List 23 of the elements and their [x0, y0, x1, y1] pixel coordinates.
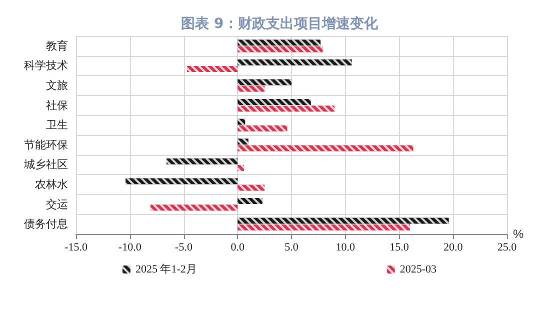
y-tick-label: 农林水: [35, 178, 68, 191]
y-tick-label: 城乡社区: [23, 158, 68, 172]
y-tick-label: 教育: [46, 39, 68, 52]
y-tick-label: 卫生: [46, 118, 68, 132]
y-tick-label: 文旅: [46, 79, 68, 92]
x-tick-label: 5.0: [284, 242, 299, 254]
x-tick-label: 0.0: [230, 242, 245, 254]
chart-title: 图表 9：财政支出项目增速变化: [181, 15, 379, 32]
legend-label: 2025 年1-2月: [135, 264, 197, 276]
x-tick-label: 10.0: [336, 242, 356, 254]
y-tick-label: 节能环保: [24, 138, 68, 152]
legend-label: 2025-03: [400, 264, 438, 276]
y-tick-label: 科学技术: [24, 59, 68, 72]
x-tick-label: -15.0: [64, 242, 88, 254]
x-tick-label: -10.0: [118, 242, 142, 254]
y-tick-label: 社保: [46, 98, 68, 112]
x-axis-title: %: [513, 227, 524, 241]
x-tick-label: 15.0: [390, 242, 410, 254]
y-tick-label: 债务付息: [24, 218, 68, 231]
y-tick-label: 交运: [46, 198, 68, 211]
x-tick-label: 25.0: [497, 242, 518, 254]
x-tick-label: -5.0: [175, 242, 193, 254]
x-tick-label: 20.0: [444, 242, 464, 254]
